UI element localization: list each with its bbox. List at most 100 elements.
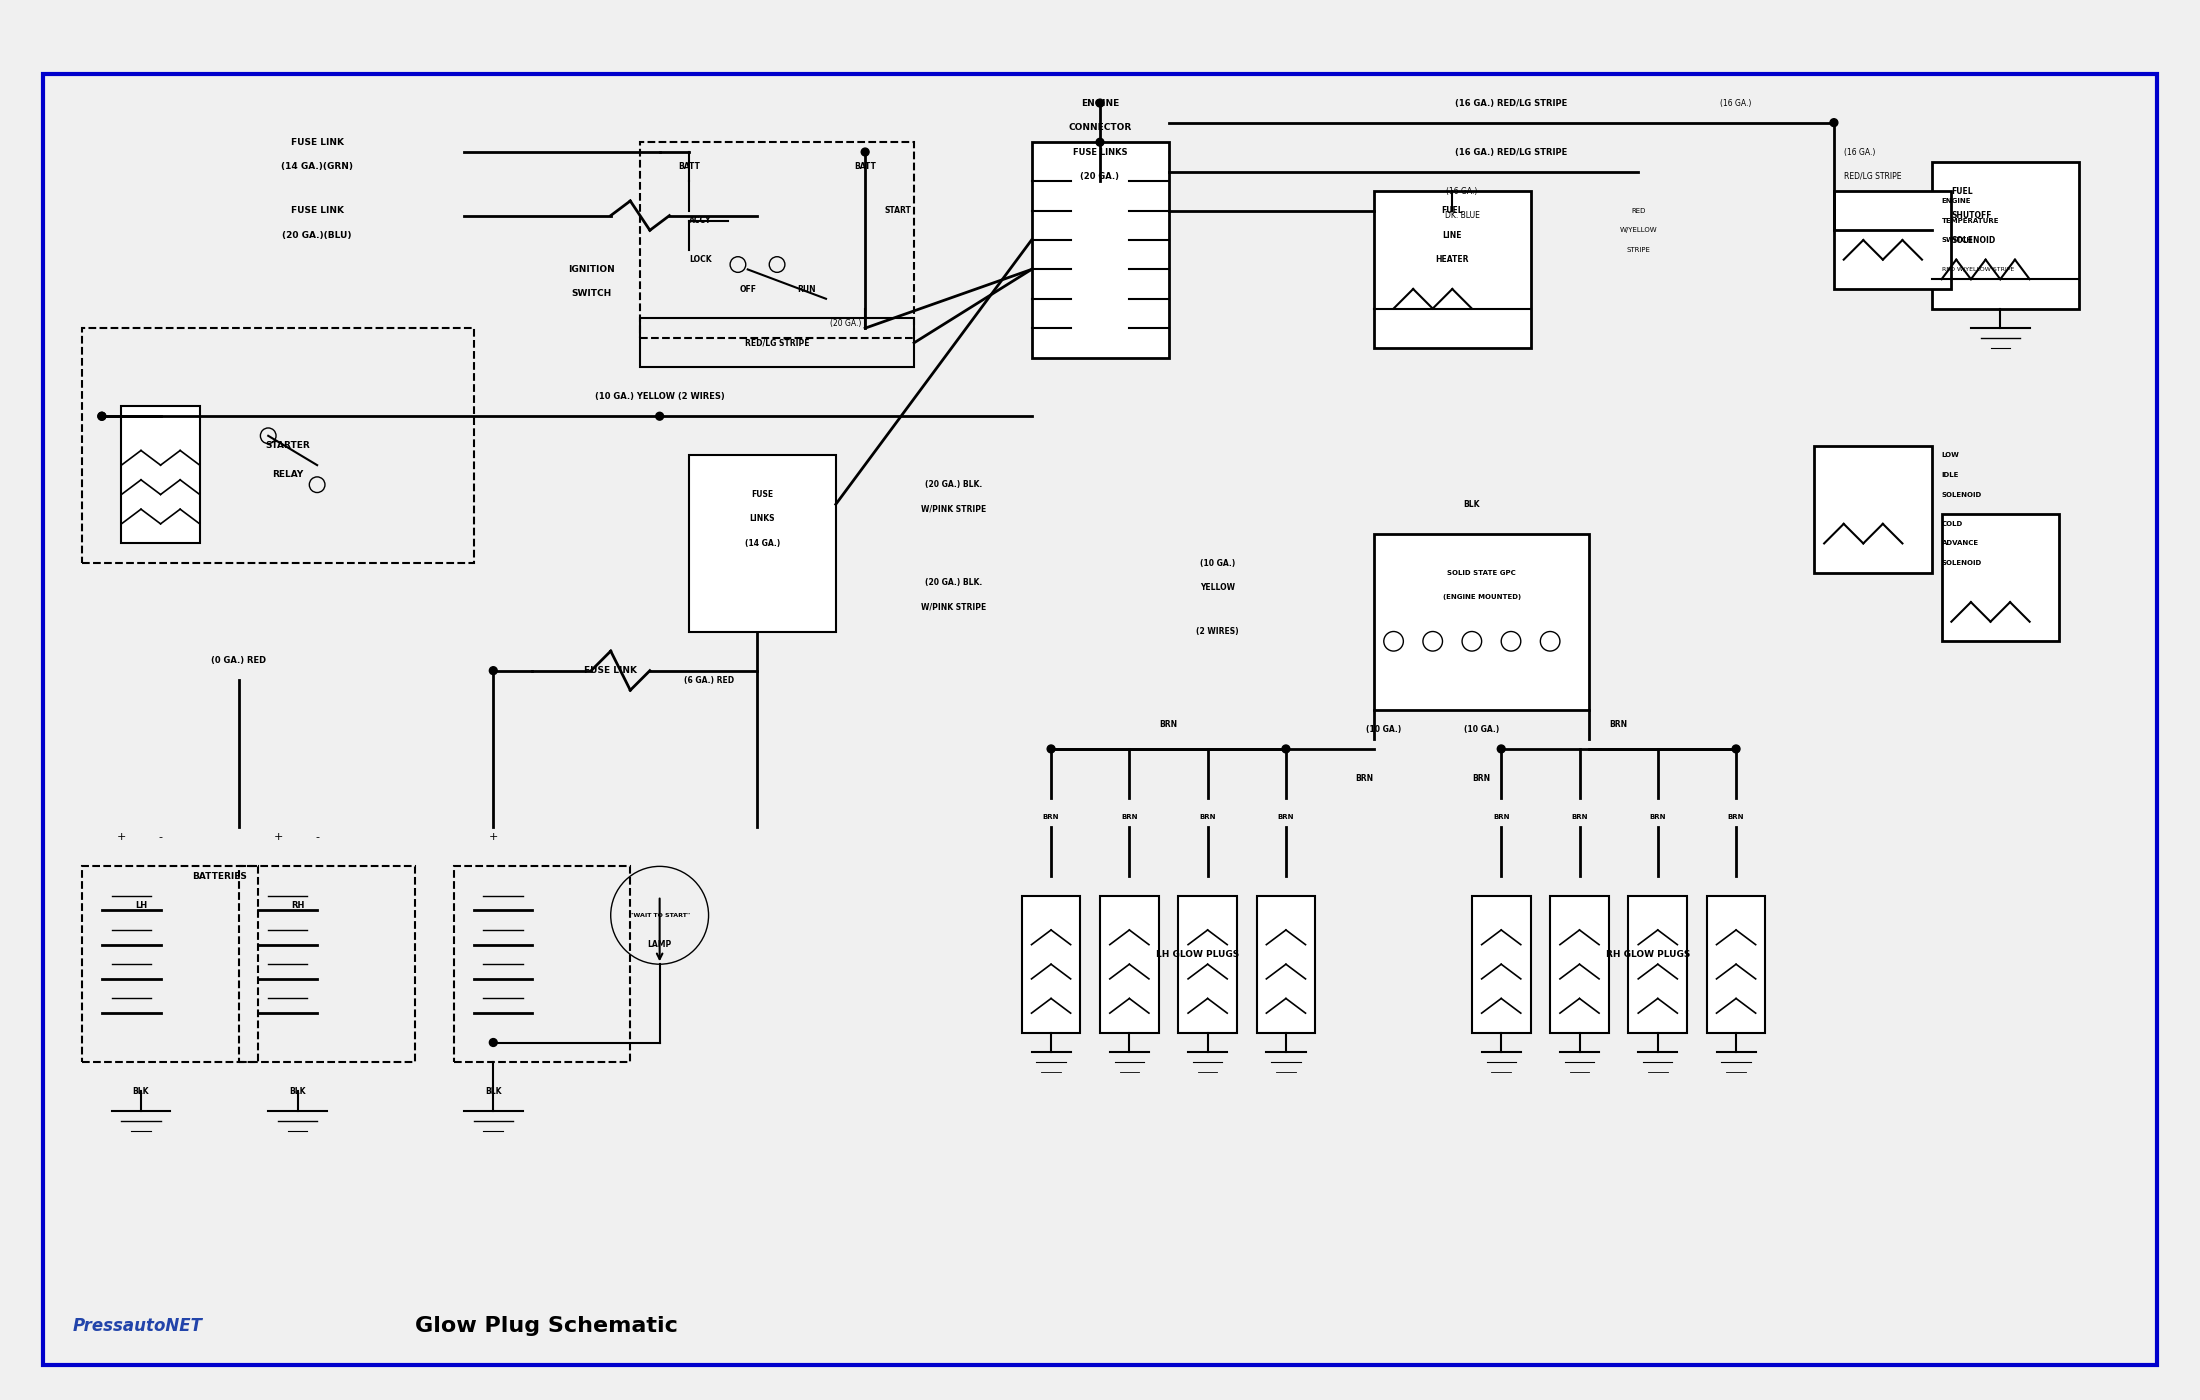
Text: BRN: BRN bbox=[1159, 720, 1177, 729]
Text: BLK: BLK bbox=[1463, 500, 1481, 508]
Text: RELAY: RELAY bbox=[273, 470, 304, 479]
Text: RED/LG STRIPE: RED/LG STRIPE bbox=[746, 339, 810, 347]
Text: LOW: LOW bbox=[1943, 452, 1960, 458]
Text: +: + bbox=[488, 832, 497, 841]
Text: BLK: BLK bbox=[290, 1086, 306, 1096]
Bar bbox=[640, 143, 913, 337]
Circle shape bbox=[656, 413, 664, 420]
Text: BATT: BATT bbox=[678, 162, 700, 171]
Bar bbox=[1021, 896, 1080, 1033]
Text: LINKS: LINKS bbox=[750, 514, 774, 524]
Text: LAMP: LAMP bbox=[647, 941, 671, 949]
Bar bbox=[121, 406, 200, 543]
Text: RH GLOW PLUGS: RH GLOW PLUGS bbox=[1606, 951, 1690, 959]
Text: Glow Plug Schematic: Glow Plug Schematic bbox=[416, 1316, 678, 1336]
Text: STRIPE: STRIPE bbox=[1626, 246, 1650, 253]
Text: STARTER: STARTER bbox=[266, 441, 310, 449]
Text: LH: LH bbox=[134, 902, 147, 910]
Text: (14 GA.): (14 GA.) bbox=[746, 539, 781, 547]
Text: COLD: COLD bbox=[1943, 521, 1962, 526]
Text: CONNECTOR: CONNECTOR bbox=[1069, 123, 1131, 132]
Text: -: - bbox=[158, 832, 163, 841]
Text: (16 GA.): (16 GA.) bbox=[1445, 186, 1478, 196]
Bar bbox=[1032, 143, 1168, 357]
Circle shape bbox=[1096, 139, 1104, 146]
Bar bbox=[1943, 514, 2059, 641]
Text: BATTERIES: BATTERIES bbox=[191, 872, 246, 881]
Text: BRN: BRN bbox=[1355, 774, 1373, 783]
Text: IDLE: IDLE bbox=[1943, 472, 1958, 477]
Text: RED: RED bbox=[1630, 207, 1646, 214]
Text: HEATER: HEATER bbox=[1437, 255, 1470, 265]
Bar bbox=[1100, 896, 1159, 1033]
Text: BRN: BRN bbox=[1472, 774, 1492, 783]
Text: SHUTOFF: SHUTOFF bbox=[1951, 211, 1991, 220]
Circle shape bbox=[488, 1039, 497, 1046]
Text: BRN: BRN bbox=[1043, 815, 1060, 820]
Text: RH: RH bbox=[290, 902, 304, 910]
Bar bbox=[1472, 896, 1531, 1033]
Text: ADVANCE: ADVANCE bbox=[1943, 540, 1978, 546]
Text: (10 GA.) YELLOW (2 WIRES): (10 GA.) YELLOW (2 WIRES) bbox=[594, 392, 724, 402]
Text: BRN: BRN bbox=[1571, 815, 1588, 820]
Text: BRN: BRN bbox=[1727, 815, 1745, 820]
Text: SOLID STATE GPC: SOLID STATE GPC bbox=[1448, 570, 1516, 575]
Circle shape bbox=[99, 413, 106, 420]
Text: FUEL: FUEL bbox=[1951, 186, 1973, 196]
Text: BRN: BRN bbox=[1278, 815, 1294, 820]
Text: "WAIT TO START": "WAIT TO START" bbox=[629, 913, 691, 918]
Text: +: + bbox=[117, 832, 125, 841]
Text: FUEL: FUEL bbox=[1441, 206, 1463, 216]
Text: FUSE LINKS: FUSE LINKS bbox=[1074, 147, 1126, 157]
Bar bbox=[1707, 896, 1764, 1033]
Circle shape bbox=[1830, 119, 1837, 126]
Text: (6 GA.) RED: (6 GA.) RED bbox=[684, 676, 733, 685]
Text: RED W/YELLOW STRIPE: RED W/YELLOW STRIPE bbox=[1943, 267, 2013, 272]
Text: ACCY: ACCY bbox=[689, 216, 711, 225]
Text: SWITCH: SWITCH bbox=[572, 290, 612, 298]
Bar bbox=[1932, 162, 2079, 308]
Text: (20 GA.): (20 GA.) bbox=[1080, 172, 1120, 181]
Text: (0 GA.) RED: (0 GA.) RED bbox=[211, 657, 266, 665]
Circle shape bbox=[1047, 745, 1056, 753]
Text: SOLENOID: SOLENOID bbox=[1951, 235, 1995, 245]
Text: FUSE LINK: FUSE LINK bbox=[290, 206, 343, 216]
Text: RED/LG STRIPE: RED/LG STRIPE bbox=[1844, 172, 1901, 181]
Text: SWITCH: SWITCH bbox=[1943, 237, 1973, 244]
Text: +: + bbox=[273, 832, 282, 841]
Text: ENGINE: ENGINE bbox=[1943, 197, 1971, 204]
Text: (20 GA.) BLK.: (20 GA.) BLK. bbox=[924, 480, 981, 489]
Text: (10 GA.): (10 GA.) bbox=[1366, 725, 1401, 734]
Bar bbox=[1179, 896, 1236, 1033]
Text: BRN: BRN bbox=[1199, 815, 1217, 820]
Text: (14 GA.)(GRN): (14 GA.)(GRN) bbox=[282, 162, 354, 171]
Bar bbox=[689, 455, 836, 631]
Text: BRN: BRN bbox=[1122, 815, 1137, 820]
Text: BRN: BRN bbox=[1650, 815, 1665, 820]
Text: (2 WIRES): (2 WIRES) bbox=[1197, 627, 1239, 636]
Bar bbox=[1375, 533, 1588, 710]
Bar bbox=[81, 328, 473, 563]
Text: W/YELLOW: W/YELLOW bbox=[1619, 227, 1657, 234]
Text: (16 GA.) RED/LG STRIPE: (16 GA.) RED/LG STRIPE bbox=[1454, 98, 1566, 108]
Circle shape bbox=[99, 413, 106, 420]
Text: OFF: OFF bbox=[739, 284, 757, 294]
Text: (16 GA.): (16 GA.) bbox=[1720, 98, 1751, 108]
Circle shape bbox=[1283, 745, 1289, 753]
Text: (10 GA.): (10 GA.) bbox=[1199, 559, 1234, 567]
Text: (20 GA.)(BLU): (20 GA.)(BLU) bbox=[282, 231, 352, 239]
Text: BLK: BLK bbox=[484, 1086, 502, 1096]
Text: -: - bbox=[315, 832, 319, 841]
Bar bbox=[1628, 896, 1687, 1033]
Text: PressautoNET: PressautoNET bbox=[73, 1317, 202, 1336]
Text: (10 GA.): (10 GA.) bbox=[1463, 725, 1498, 734]
Text: TEMPERATURE: TEMPERATURE bbox=[1943, 217, 2000, 224]
Text: FUSE LINK: FUSE LINK bbox=[585, 666, 638, 675]
Text: LOCK: LOCK bbox=[689, 255, 711, 265]
Text: FUSE: FUSE bbox=[752, 490, 774, 498]
Text: FUSE LINK: FUSE LINK bbox=[290, 137, 343, 147]
Text: (20 GA.): (20 GA.) bbox=[829, 319, 860, 328]
Bar bbox=[453, 867, 629, 1063]
Text: BATT: BATT bbox=[854, 162, 876, 171]
Bar bbox=[1551, 896, 1608, 1033]
